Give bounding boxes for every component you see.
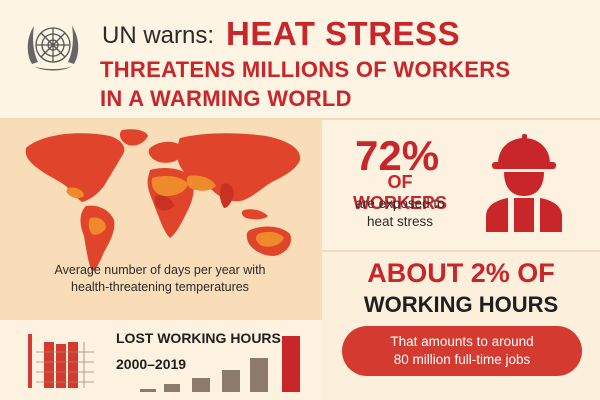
- header: [0, 0, 600, 118]
- map-hotspot-india: [219, 183, 234, 208]
- map-panel: [0, 120, 322, 320]
- bar-4: [222, 370, 240, 392]
- bar-6: [282, 336, 300, 392]
- jobs-callout-line-1: That amounts to around: [390, 334, 534, 349]
- headline-subline-2: IN A WARMING WORLD: [100, 86, 352, 111]
- un-emblem-icon: [27, 26, 79, 71]
- bar-5: [250, 358, 268, 392]
- workers-label: OF WORKERS: [353, 172, 447, 213]
- jobs-callout: That amounts to around 80 million full-t…: [342, 326, 582, 376]
- map-hotspot-mexico: [66, 187, 84, 199]
- hours-label: WORKING HOURS: [363, 292, 559, 317]
- map-hotspot-sahara: [151, 176, 188, 196]
- map-hotspot-australia: [255, 231, 284, 247]
- workers-description-line-2: heat stress: [366, 214, 434, 229]
- lead-text: UN warns:: [102, 22, 215, 49]
- map-hotspot-middle-east: [186, 175, 216, 191]
- map-caption-line-2: health-threatening temperatures: [71, 280, 249, 294]
- divider: [0, 118, 600, 120]
- workers-description-line-1: are exposed to: [355, 196, 445, 211]
- headline-subline-1: THREATENS MILLIONS OF WORKERS: [100, 57, 511, 82]
- map-asia: [177, 133, 301, 202]
- lost-hours-years: 2000–2019: [116, 356, 187, 372]
- bar-3: [192, 378, 210, 392]
- lost-hours-bars: [140, 336, 300, 392]
- hours-percentage: ABOUT 2% OF: [367, 258, 555, 288]
- workers-description: are exposed to heat stress: [330, 195, 470, 231]
- map-greenland: [119, 129, 148, 146]
- jobs-callout-line-2: 80 million full-time jobs: [393, 352, 531, 367]
- map-se-asia: [241, 209, 268, 220]
- map-caption-line-1: Average number of days per year with: [54, 263, 266, 277]
- divider: [322, 250, 600, 252]
- map-caption: Average number of days per year with hea…: [10, 262, 310, 296]
- bar-1: [140, 389, 156, 392]
- map-north-america: [25, 133, 125, 202]
- workers-percentage: 72%: [355, 132, 440, 179]
- headline: HEAT STRESS: [226, 15, 461, 52]
- bar-chart-icon: [28, 334, 94, 388]
- map-hotspot-west-africa: [154, 195, 174, 211]
- lost-hours-title: LOST WORKING HOURS,: [116, 330, 285, 346]
- map-europe: [148, 141, 184, 163]
- map-hotspot-south-america: [88, 217, 106, 235]
- bar-2: [164, 384, 180, 392]
- world-map: [25, 129, 301, 272]
- construction-worker-icon: [486, 134, 562, 232]
